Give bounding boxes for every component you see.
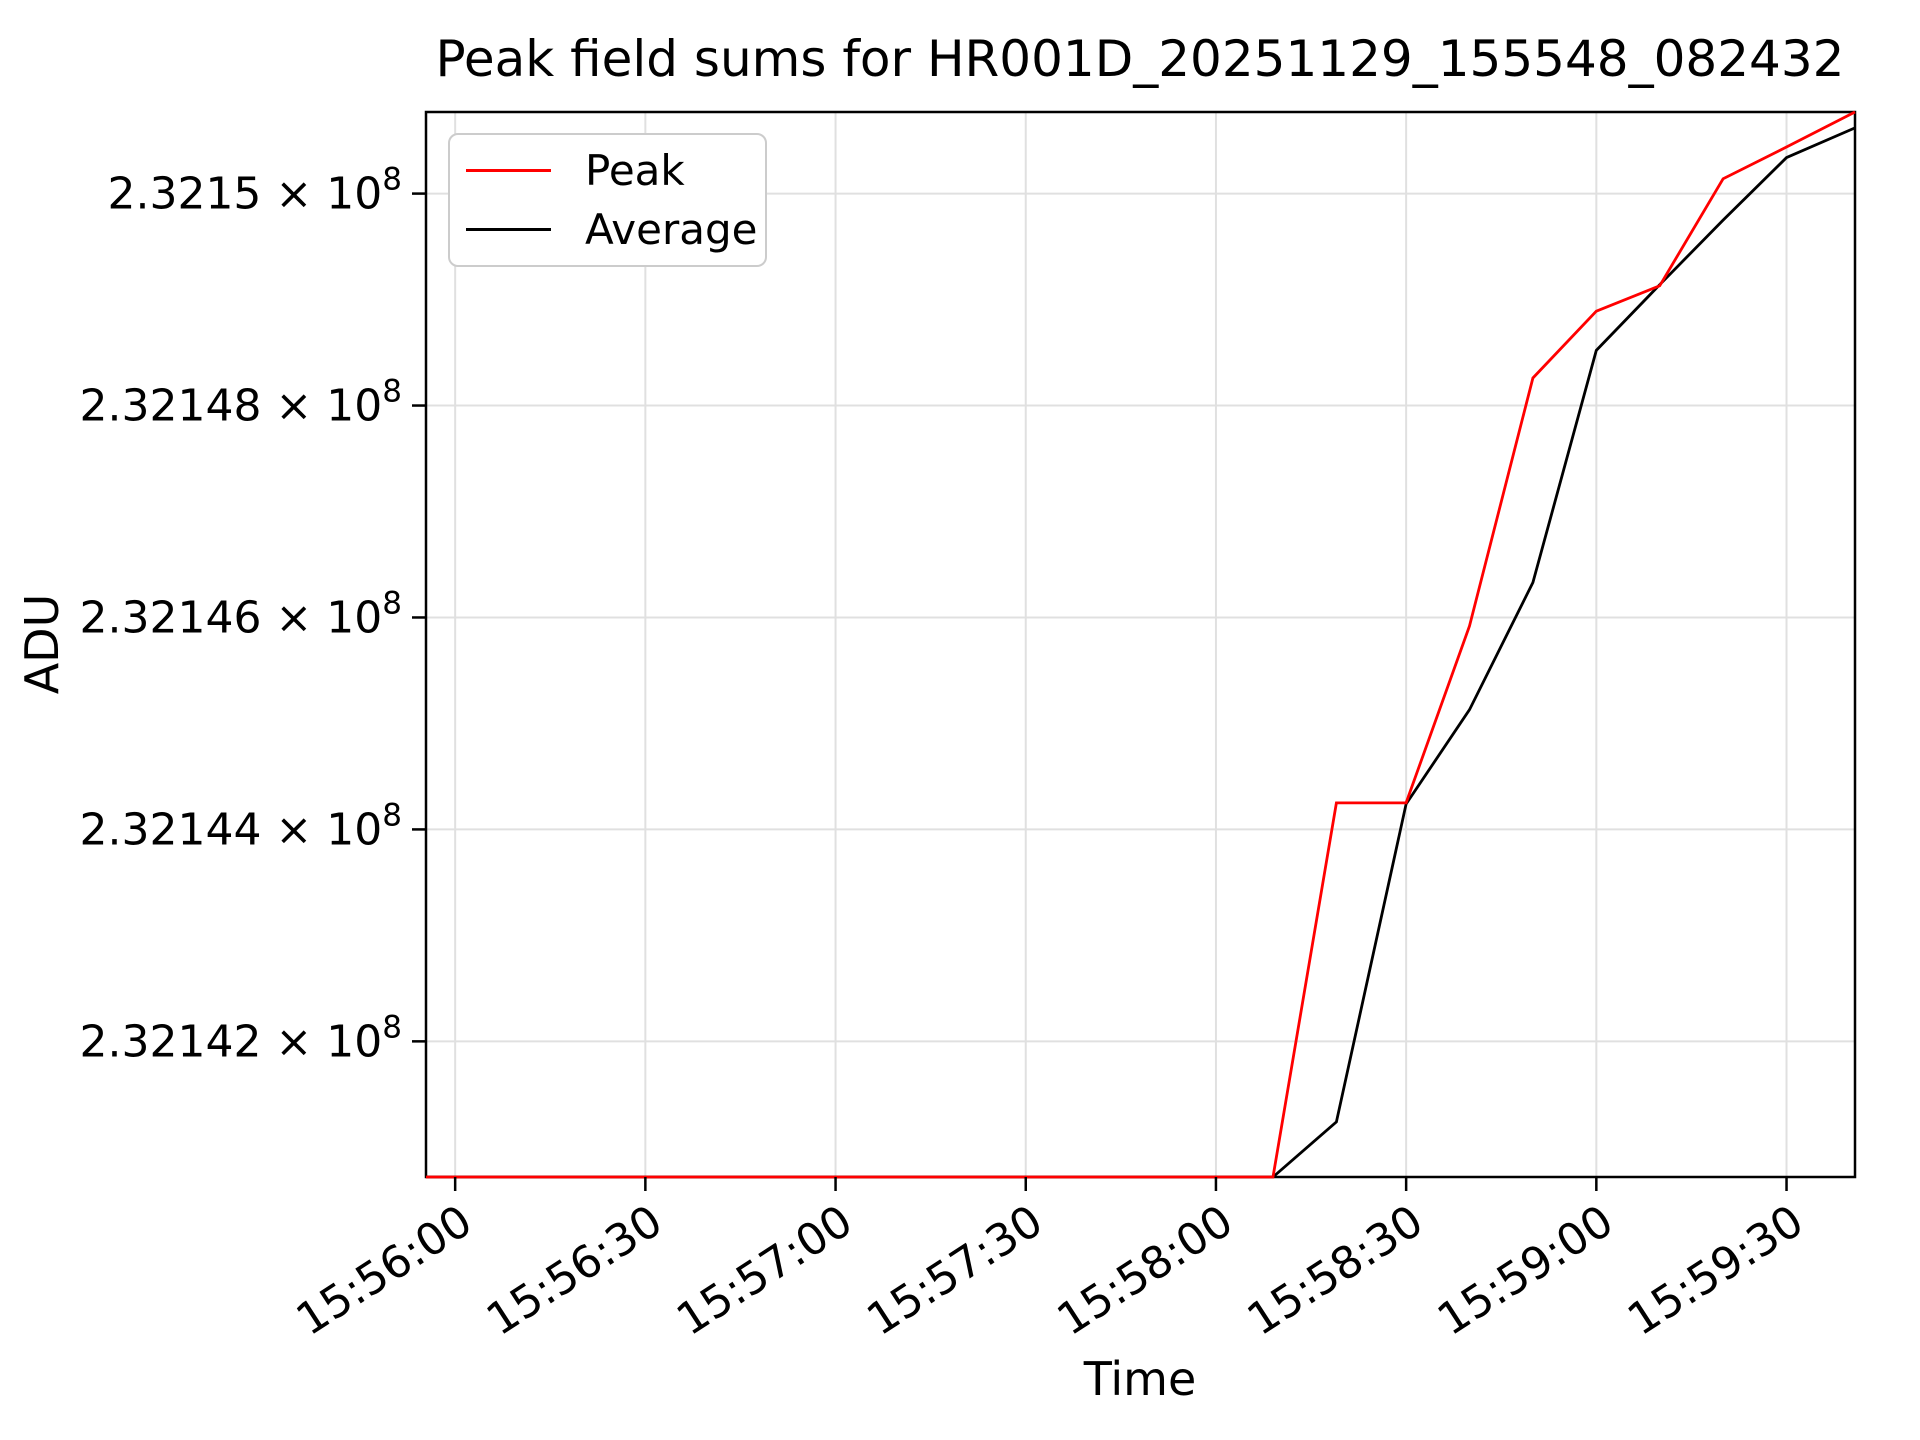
x-tick-label: 15:59:30 <box>1619 1195 1813 1345</box>
chart-title: Peak field sums for HR001D_20251129_1555… <box>435 30 1845 88</box>
plot-border <box>424 110 1857 1179</box>
y-tick-label: 2.32146 × 108 <box>79 585 402 643</box>
average-series-line <box>426 126 1856 1179</box>
x-tick-label: 15:59:00 <box>1429 1195 1623 1345</box>
average-legend-line-icon <box>466 228 551 231</box>
y-tick-label: 2.32148 × 108 <box>79 374 402 432</box>
tick-layer <box>412 192 1788 1191</box>
peak-legend-line-icon <box>466 169 551 172</box>
grid-layer <box>426 112 1855 1177</box>
x-axis-label: Time <box>1083 1352 1197 1406</box>
y-tick-label: 2.3215 × 108 <box>107 162 402 220</box>
x-tick-label: 15:58:30 <box>1239 1195 1433 1345</box>
x-tick-label: 15:57:00 <box>668 1195 862 1345</box>
legend-label-average: Average <box>585 204 758 254</box>
x-tick-label: 15:56:00 <box>288 1195 482 1345</box>
legend: Peak Average <box>448 133 767 267</box>
x-tick-label: 15:58:00 <box>1048 1195 1242 1345</box>
y-tick-label: 2.32142 × 108 <box>79 1009 402 1067</box>
x-tick-label: 15:56:30 <box>478 1195 672 1345</box>
y-tick-label: 2.32144 × 108 <box>79 797 402 855</box>
x-tick-label: 15:57:30 <box>858 1195 1052 1345</box>
y-axis-label: ADU <box>15 593 69 695</box>
legend-label-peak: Peak <box>585 145 685 195</box>
series-layer <box>426 110 1856 1179</box>
tick-label-layer: 15:56:0015:56:3015:57:0015:57:3015:58:00… <box>79 162 1812 1346</box>
peak-series-line <box>426 110 1856 1179</box>
legend-item-peak: Peak <box>450 143 765 199</box>
legend-item-average: Average <box>450 202 765 258</box>
